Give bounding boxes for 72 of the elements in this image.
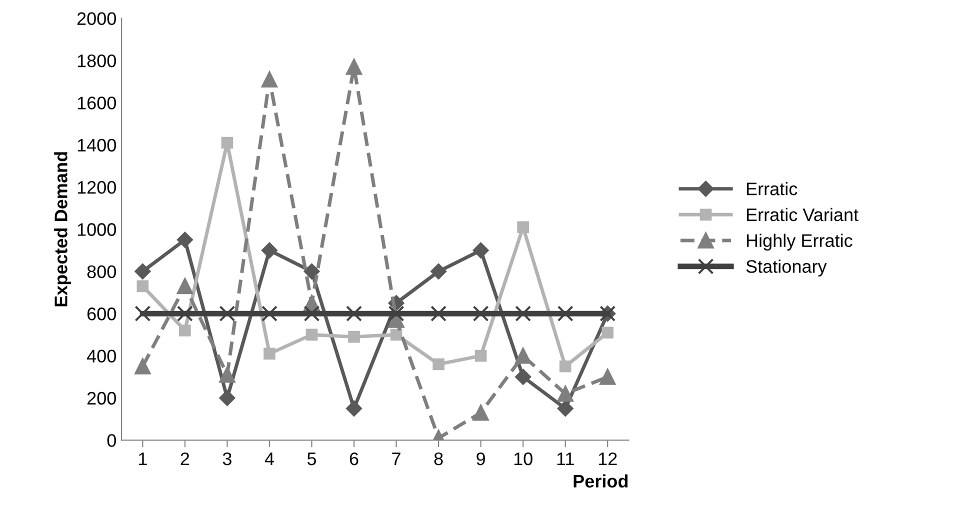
x-tick-label: 6 [350, 452, 358, 466]
point [221, 136, 234, 149]
x-tick-label: 3 [222, 452, 232, 466]
point [348, 330, 360, 343]
point [176, 278, 193, 294]
x-tick-label: 11 [557, 452, 574, 466]
point [430, 264, 446, 280]
point [557, 386, 574, 402]
x-axis-title: Period [574, 474, 628, 488]
y-axis-title: Expected Demand [54, 152, 71, 306]
point [261, 72, 278, 88]
point [515, 368, 531, 385]
point [264, 348, 276, 360]
point [557, 306, 574, 322]
point [134, 264, 151, 280]
y-tick-label: 400 [86, 350, 116, 363]
point [134, 358, 151, 374]
point [219, 390, 236, 406]
x-tick-label: 8 [434, 452, 443, 466]
point [346, 400, 362, 416]
y-tick-label: 1000 [78, 223, 116, 236]
point [388, 306, 404, 322]
y-tick-label: 1200 [78, 181, 116, 194]
x-tick-label: 5 [307, 452, 316, 466]
y-tick-label: 200 [87, 392, 116, 405]
legend-label: Erratic Variant [746, 208, 858, 222]
point [177, 232, 193, 248]
point [179, 324, 191, 336]
y-tick-label: 1800 [78, 54, 116, 68]
point [559, 360, 572, 372]
x-tick-label: 4 [264, 452, 274, 466]
y-tick-label: 0 [107, 434, 116, 447]
y-tick-label: 800 [87, 265, 116, 278]
point [517, 221, 529, 234]
y-tick-label: 1600 [78, 96, 116, 110]
point [304, 306, 320, 322]
point [219, 306, 236, 322]
x-tick-label: 10 [514, 452, 532, 466]
x-tick-label: 12 [598, 452, 617, 466]
point [515, 348, 532, 364]
legend-label: Highly Erratic [746, 234, 852, 251]
legend-label: Erratic [746, 182, 798, 196]
point [472, 306, 489, 322]
point [346, 58, 362, 75]
point [432, 358, 444, 370]
point [136, 280, 149, 292]
point [474, 350, 487, 362]
point [219, 366, 236, 383]
point [346, 306, 362, 322]
point [600, 368, 616, 385]
x-tick-label: 7 [392, 452, 400, 466]
point [306, 328, 318, 341]
x-tick-label: 1 [139, 452, 147, 466]
y-tick-label: 2000 [77, 12, 116, 26]
y-tick-label: 600 [87, 308, 116, 320]
point [134, 306, 151, 322]
point [390, 328, 402, 341]
point [472, 242, 489, 258]
x-tick-label: 9 [476, 452, 485, 466]
point [176, 306, 193, 322]
legend-label: Stationary [746, 260, 827, 276]
point [262, 242, 278, 258]
point [304, 264, 320, 280]
point [430, 306, 447, 322]
point [515, 306, 532, 322]
point [557, 400, 574, 416]
point [472, 404, 489, 421]
x-tick-label: 2 [180, 452, 190, 466]
point [602, 326, 614, 338]
point [388, 312, 404, 328]
y-tick-label: 1400 [78, 138, 116, 152]
point [261, 306, 278, 322]
